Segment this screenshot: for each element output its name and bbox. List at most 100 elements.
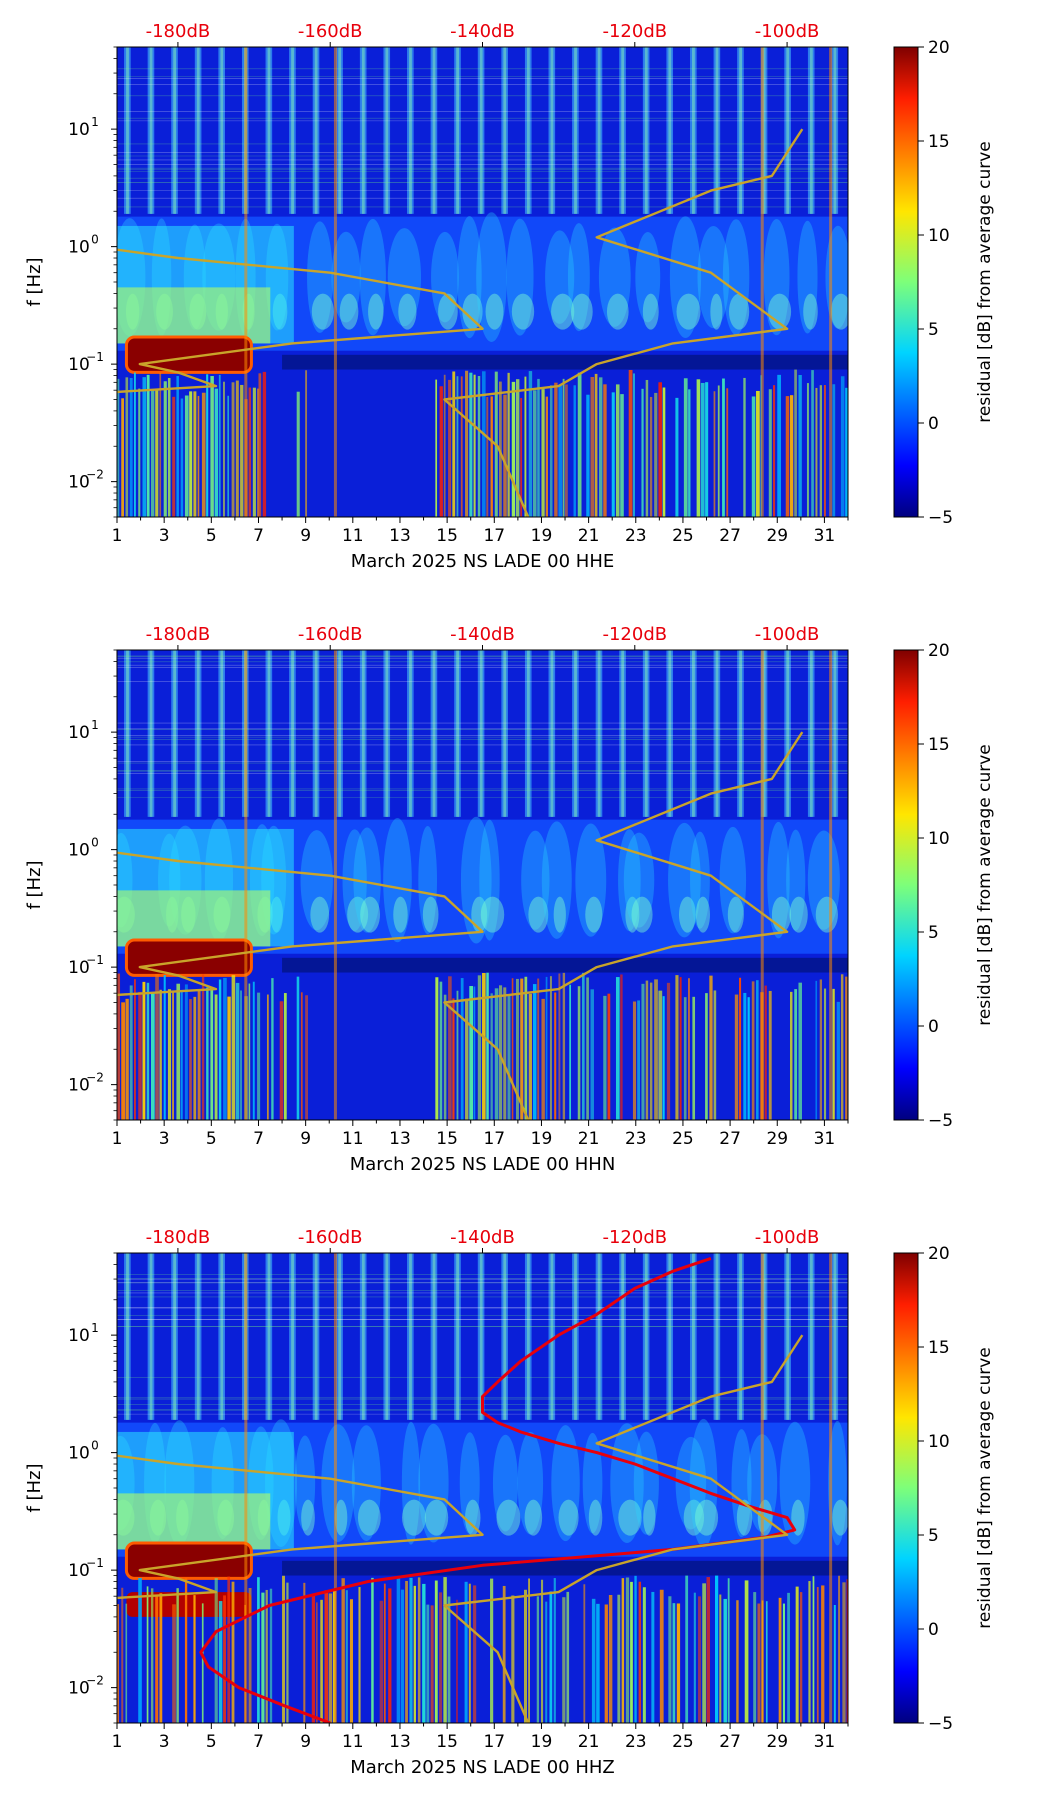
colorbar-label: residual [dB] from average curve: [975, 744, 995, 1025]
y-axis-label: f [Hz]: [24, 1463, 45, 1512]
plume: [321, 1424, 355, 1543]
lf-bar: [554, 382, 558, 517]
lf-bar: [833, 1605, 836, 1723]
lf-bar: [785, 396, 790, 517]
lf-bar: [413, 1585, 416, 1723]
lf-bar: [125, 377, 129, 517]
lf-bar: [537, 378, 540, 517]
lf-bar: [565, 384, 568, 517]
lf-bar: [591, 1598, 596, 1723]
lf-bar: [603, 384, 607, 517]
daily-stripe-core: [574, 47, 577, 214]
lf-bar: [642, 1587, 646, 1723]
plume: [528, 896, 549, 933]
x-tick-label: 27: [719, 1129, 741, 1149]
daily-stripe: [760, 650, 768, 817]
plume: [418, 1423, 449, 1543]
lf-bar: [794, 989, 798, 1120]
lf-bar: [379, 1600, 384, 1723]
lf-bar: [672, 1603, 676, 1723]
lf-bar: [688, 978, 690, 1120]
plume: [311, 293, 334, 330]
x-tick-label: 11: [342, 526, 364, 546]
plume: [695, 896, 711, 933]
event-lines: [244, 650, 833, 1120]
lf-bar: [248, 983, 251, 1120]
daily-stripe-core: [503, 650, 507, 817]
plume: [678, 896, 696, 933]
lf-bar: [129, 985, 133, 1120]
colorbar-tick-label: 15: [928, 735, 950, 755]
daily-stripe: [690, 47, 697, 214]
daily-stripe-core: [126, 1253, 129, 1420]
y-tick-exponent: −2: [86, 468, 104, 482]
lf-bar: [723, 1598, 727, 1723]
lf-bar: [231, 1581, 235, 1723]
daily-stripe-core: [644, 650, 648, 817]
lf-bar: [846, 1579, 848, 1723]
lf-bar: [515, 379, 520, 517]
lf-bar: [649, 982, 653, 1120]
daily-stripe-core: [361, 650, 365, 817]
y-tick-exponent: 1: [91, 1321, 99, 1335]
lf-bar: [706, 1577, 711, 1723]
lf-bar: [736, 1600, 739, 1723]
lf-bar: [218, 979, 222, 1120]
lf-bar: [798, 375, 802, 517]
event-line: [760, 650, 764, 1120]
lf-bar: [197, 395, 200, 517]
lf-bar: [184, 395, 189, 517]
lf-bar: [698, 1596, 701, 1723]
lf-bar: [625, 1577, 630, 1723]
lf-bar: [662, 996, 665, 1120]
storm-core-edge: [124, 1541, 253, 1580]
lf-bar: [193, 391, 197, 517]
daily-stripe: [147, 1253, 155, 1420]
x-tick-label: 21: [578, 1129, 600, 1149]
gap-band: [282, 354, 848, 370]
lf-bar: [696, 379, 701, 517]
x-axis-label: March 2025 NS LADE 00 HHN: [350, 1154, 616, 1175]
plume: [479, 819, 500, 941]
lf-bar: [138, 991, 142, 1120]
daily-stripe: [383, 1253, 391, 1420]
lf-bar: [439, 981, 443, 1120]
lf-bar: [252, 387, 256, 517]
lf-bar: [223, 977, 227, 1120]
daily-stripe: [477, 1253, 485, 1420]
x-tick-label: 11: [342, 1732, 364, 1752]
plume: [357, 1499, 381, 1536]
colorbar-tick-label: −5: [928, 1111, 953, 1131]
x-tick-label: 5: [206, 526, 217, 546]
daily-stripe: [289, 1253, 296, 1420]
daily-stripe-core: [267, 47, 271, 214]
plume: [424, 1499, 449, 1536]
lf-bar: [596, 1603, 600, 1723]
lf-bar: [558, 384, 563, 517]
y-axis-label: f [Hz]: [24, 257, 45, 306]
daily-stripe: [194, 1253, 202, 1420]
plume: [832, 1499, 848, 1536]
lf-bar: [150, 389, 155, 517]
daily-stripe: [595, 650, 603, 817]
daily-stripe-core: [220, 1253, 224, 1420]
lf-bar: [603, 995, 607, 1120]
plume: [353, 827, 381, 933]
lf-bar: [142, 377, 147, 517]
lf-bar: [751, 981, 755, 1120]
daily-stripe: [477, 650, 485, 817]
daily-stripe: [642, 650, 650, 817]
daily-stripe-core: [149, 47, 153, 214]
daily-stripe: [312, 650, 320, 817]
daily-stripe-core: [503, 47, 507, 214]
lf-bar: [257, 992, 261, 1120]
lf-bar: [448, 379, 452, 517]
lf-bar: [787, 1592, 790, 1723]
lf-bar: [658, 382, 662, 517]
daily-stripe: [831, 47, 839, 214]
daily-stripe-core: [220, 47, 224, 214]
lf-bar: [426, 1604, 430, 1723]
daily-stripe: [430, 47, 438, 214]
lf-bar: [705, 993, 708, 1120]
x-tick-label: 15: [436, 1129, 458, 1149]
